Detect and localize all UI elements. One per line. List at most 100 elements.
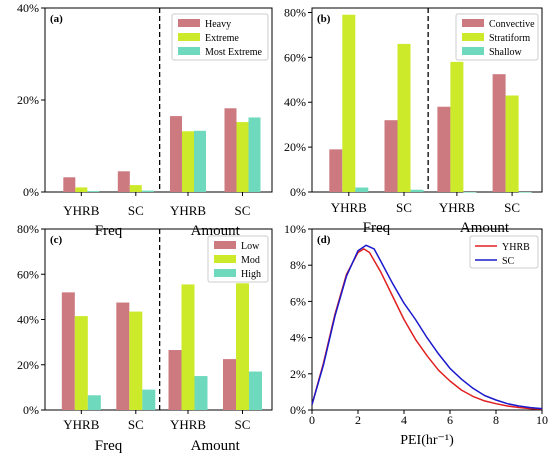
panel-label: (c) xyxy=(50,234,63,246)
bar-mod xyxy=(74,316,88,410)
x-axis-label: PEI(hr⁻¹) xyxy=(400,433,454,448)
bar-high xyxy=(87,395,101,410)
legend-label: Mod xyxy=(241,255,260,266)
legend: YHRB SC xyxy=(469,235,539,269)
bar-panel-2: 0% 20% 40% 60% 80% YHRB SC YHRB SC Freq Amount (c) L… xyxy=(17,222,273,454)
bar-panel-1: 0% 20% 40% 60% 80% YHRB SC YHRB SC Freq Amount (b) C… xyxy=(284,5,543,236)
legend-label: High xyxy=(241,269,261,280)
bar-shallow xyxy=(410,189,424,192)
legend-label: YHRB xyxy=(502,242,530,253)
bar-most-extreme xyxy=(194,130,207,192)
xtick-label: 6 xyxy=(447,413,453,427)
bar-low xyxy=(168,350,182,410)
legend-label: SC xyxy=(502,256,515,267)
section-label: Freq xyxy=(95,223,123,239)
legend-swatch xyxy=(178,33,200,41)
xtick-label: 8 xyxy=(493,413,499,427)
bar-stratiform xyxy=(505,95,519,192)
ytick-label: 2% xyxy=(290,367,306,381)
legend-label: Most Extreme xyxy=(205,47,262,58)
legend-swatch xyxy=(214,241,236,249)
bar-heavy xyxy=(170,116,183,192)
xtick-label: 10 xyxy=(536,413,548,427)
bar-convective xyxy=(329,149,343,192)
bar-shallow xyxy=(355,187,369,192)
ytick-label: 40% xyxy=(17,313,39,327)
bar-panel-0: 0% 20% 40% YHRB SC YHRB SC Freq Amount (a) Heavy Ex… xyxy=(17,1,273,239)
legend-label: Low xyxy=(241,241,260,252)
bar-convective xyxy=(437,106,451,192)
xtick-label: SC xyxy=(504,200,520,215)
xtick-label: YHRB xyxy=(439,200,475,215)
bar-extreme xyxy=(236,122,249,192)
xtick-label: YHRB xyxy=(63,417,99,432)
ytick-label: 6% xyxy=(290,294,306,308)
line-panel: 0% 2% 4% 6% 8% 10% 0 2 4 6 8 10 PEI(hr⁻¹) (d) YHRB SC xyxy=(284,222,548,448)
ytick-label: 60% xyxy=(284,50,306,64)
bar-extreme xyxy=(182,131,195,192)
xtick-label: 0 xyxy=(309,413,315,427)
xtick-label: SC xyxy=(235,203,251,218)
bar-most-extreme xyxy=(141,190,154,192)
ytick-label: 80% xyxy=(284,5,306,19)
section-label: Freq xyxy=(95,438,123,454)
section-label: Amount xyxy=(191,438,241,454)
bar-stratiform xyxy=(342,14,356,193)
bar-extreme xyxy=(129,185,142,192)
bar-most-extreme xyxy=(248,117,261,192)
ytick-label: 8% xyxy=(290,258,306,272)
panel-label: (b) xyxy=(317,13,331,25)
legend: Heavy Extreme Most Extreme xyxy=(171,13,269,61)
ytick-label: 20% xyxy=(17,358,39,372)
legend-swatch xyxy=(178,47,200,55)
xtick-label: 4 xyxy=(401,413,407,427)
xtick-label: YHRB xyxy=(170,203,206,218)
bar-low xyxy=(222,359,236,410)
bar-convective xyxy=(492,74,506,192)
ytick-label: 4% xyxy=(290,331,306,345)
xtick-label: SC xyxy=(128,417,144,432)
section-label: Amount xyxy=(191,223,241,239)
bar-mod xyxy=(129,311,143,410)
xtick-label: YHRB xyxy=(170,417,206,432)
ytick-label: 0% xyxy=(290,185,306,199)
bar-high xyxy=(142,389,156,410)
legend-swatch xyxy=(214,269,236,277)
legend-swatch xyxy=(462,33,484,41)
legend-label: Extreme xyxy=(205,33,239,44)
xtick-label: SC xyxy=(396,200,412,215)
legend-label: Convective xyxy=(489,19,535,30)
xtick-label: YHRB xyxy=(63,203,99,218)
bar-mod xyxy=(181,284,195,410)
series-line-sc xyxy=(311,244,543,410)
bar-stratiform xyxy=(450,61,464,193)
xtick-label: 2 xyxy=(355,413,361,427)
ytick-label: 20% xyxy=(17,93,39,107)
section-label: Freq xyxy=(363,220,391,236)
legend: Low Mod High xyxy=(207,235,269,283)
ytick-label: 0% xyxy=(23,185,39,199)
bar-mod xyxy=(235,283,249,410)
legend-label: Stratiform xyxy=(489,33,530,44)
bar-heavy xyxy=(117,171,130,192)
ytick-label: 0% xyxy=(290,403,306,417)
series-line-yhrb xyxy=(311,248,543,410)
legend-swatch xyxy=(462,47,484,55)
legend-swatch xyxy=(462,19,484,27)
bar-high xyxy=(248,371,262,410)
bar-extreme xyxy=(75,187,88,192)
panel-label: (d) xyxy=(317,234,331,246)
bar-low xyxy=(116,302,130,410)
bar-heavy xyxy=(224,108,237,192)
ytick-label: 80% xyxy=(17,222,39,236)
legend-label: Heavy xyxy=(205,19,231,30)
bar-high xyxy=(194,376,208,410)
section-label: Amount xyxy=(460,220,510,236)
ytick-label: 40% xyxy=(17,1,39,15)
bar-stratiform xyxy=(397,43,411,193)
ytick-label: 0% xyxy=(23,403,39,417)
axes-frame xyxy=(311,228,543,411)
xtick-label: SC xyxy=(235,417,251,432)
axes-frame xyxy=(311,7,543,193)
